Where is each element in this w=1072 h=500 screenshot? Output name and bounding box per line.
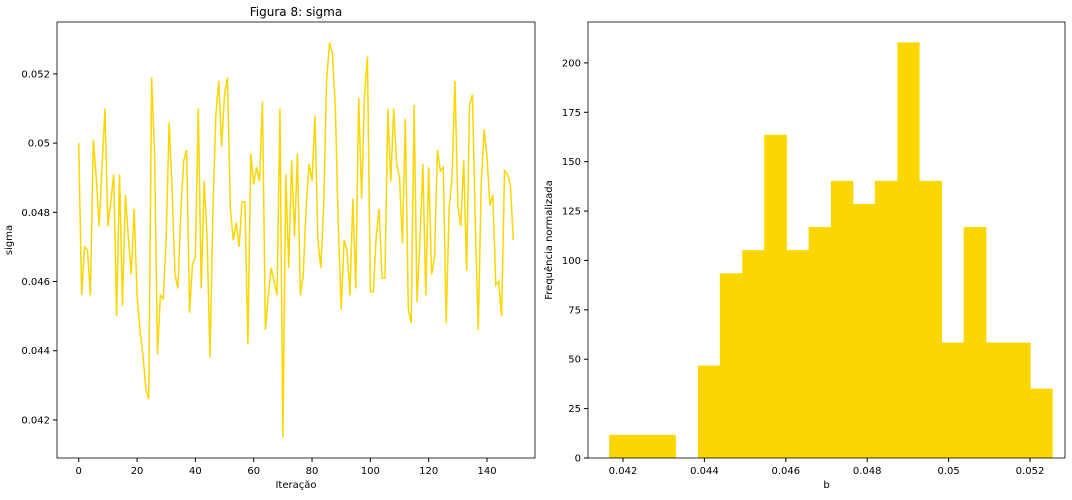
axes-frame: [587, 21, 1066, 459]
chart-title: Figura 8: sigma: [250, 5, 342, 19]
x-tick-label: 80: [306, 466, 319, 477]
y-tick-label: 0.046: [21, 277, 50, 288]
x-tick-label: 60: [247, 466, 260, 477]
hist-bar: [697, 365, 721, 458]
x-axis-label: Iteração: [275, 480, 316, 491]
hist-bar: [631, 434, 654, 458]
y-tick-label: 100: [562, 256, 581, 267]
y-axis-label: sigma: [4, 225, 15, 255]
data-line: [77, 42, 515, 438]
y-tick-label: 0: [575, 454, 581, 465]
y-tick-label: 200: [562, 58, 581, 69]
hist-bar: [764, 134, 787, 458]
x-tick-label: 100: [361, 466, 380, 477]
y-tick-label: 0.044: [21, 346, 50, 357]
y-tick-label: 125: [562, 207, 581, 218]
y-tick-label: 0.05: [28, 139, 50, 150]
y-axis-label: Frequência normalizada: [543, 180, 555, 300]
x-tick-label: 140: [477, 466, 496, 477]
hist-bar: [874, 180, 898, 458]
hist-bar: [963, 227, 987, 458]
y-tick-label: 25: [568, 404, 581, 415]
axes-frame: [56, 21, 536, 459]
y-tick-label: 0.052: [21, 69, 50, 80]
x-tick-label: 0.042: [609, 466, 638, 477]
y-tick-label: 150: [562, 157, 581, 168]
hist-bar: [609, 434, 632, 458]
y-tick-label: 0.042: [21, 415, 50, 426]
hist-bar: [1030, 388, 1053, 458]
x-tick-label: 0.05: [937, 466, 959, 477]
hist-bar: [742, 250, 765, 458]
hist-bar: [919, 180, 942, 458]
hist-bar: [1008, 342, 1031, 458]
hist-bar: [653, 434, 676, 458]
hist-bar: [786, 250, 809, 458]
hist-bar: [808, 227, 832, 458]
x-tick-label: 0.048: [853, 466, 882, 477]
y-tick-label: 0.048: [21, 208, 50, 219]
hist-bar: [941, 342, 964, 458]
y-tick-label: 75: [568, 305, 581, 316]
hist-bar: [986, 342, 1009, 458]
y-tick-label: 175: [562, 108, 581, 119]
x-tick-label: 0.046: [771, 466, 800, 477]
hist-bar: [719, 273, 743, 458]
hist-bar: [852, 203, 876, 458]
x-tick-label: 0.052: [1016, 466, 1045, 477]
x-tick-label: 40: [189, 466, 202, 477]
x-tick-label: 0: [76, 466, 82, 477]
y-tick-label: 50: [568, 355, 581, 366]
hist-bar: [830, 180, 854, 458]
x-axis-label: b: [823, 480, 829, 491]
x-tick-label: 120: [419, 466, 438, 477]
hist-bar: [897, 42, 920, 458]
x-tick-label: 20: [131, 466, 144, 477]
x-tick-label: 0.044: [690, 466, 719, 477]
